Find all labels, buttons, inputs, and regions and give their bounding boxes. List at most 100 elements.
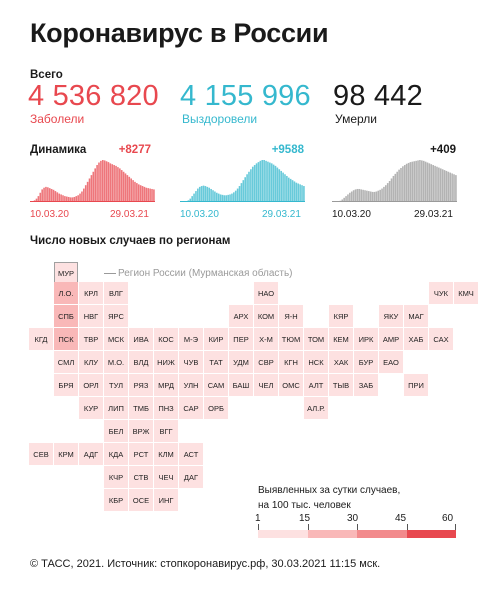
region-tile-ДАГ[interactable]: ДАГ bbox=[179, 466, 203, 488]
region-tile-ХАБ[interactable]: ХАБ bbox=[404, 328, 428, 350]
region-tile-ТЫВ[interactable]: ТЫВ bbox=[329, 374, 353, 396]
region-tile-КОМ[interactable]: КОМ bbox=[254, 305, 278, 327]
region-tile-ЧУВ[interactable]: ЧУВ bbox=[179, 351, 203, 373]
region-tile-МСК[interactable]: МСК bbox=[104, 328, 128, 350]
region-tile-ПНЗ[interactable]: ПНЗ bbox=[154, 397, 178, 419]
region-tile-ИНГ[interactable]: ИНГ bbox=[154, 489, 178, 511]
region-tile-КГД[interactable]: КГД bbox=[29, 328, 53, 350]
spark-bar bbox=[79, 193, 81, 202]
region-tile-МРД[interactable]: МРД bbox=[154, 374, 178, 396]
region-tile-ОРЛ[interactable]: ОРЛ bbox=[79, 374, 103, 396]
region-tile-ТВР[interactable]: ТВР bbox=[79, 328, 103, 350]
region-tile-САМ[interactable]: САМ bbox=[204, 374, 228, 396]
region-tile-М.О.[interactable]: М.О. bbox=[104, 351, 128, 373]
region-tile-Л.О.[interactable]: Л.О. bbox=[54, 282, 78, 304]
region-tile-АДГ[interactable]: АДГ bbox=[79, 443, 103, 465]
spark-bar bbox=[233, 192, 235, 202]
region-tile-РЯЗ[interactable]: РЯЗ bbox=[129, 374, 153, 396]
region-tile-КЕМ[interactable]: КЕМ bbox=[329, 328, 353, 350]
region-tile-НСК[interactable]: НСК bbox=[304, 351, 328, 373]
region-tile-ТАТ[interactable]: ТАТ bbox=[204, 351, 228, 373]
region-tile-КМЧ[interactable]: КМЧ bbox=[454, 282, 478, 304]
region-tile-КЛУ[interactable]: КЛУ bbox=[79, 351, 103, 373]
region-tile-БУР[interactable]: БУР bbox=[354, 351, 378, 373]
region-tile-ЧУК[interactable]: ЧУК bbox=[429, 282, 453, 304]
region-tile-УДМ[interactable]: УДМ bbox=[229, 351, 253, 373]
scale-tick-mark bbox=[407, 524, 408, 530]
region-tile-КГН[interactable]: КГН bbox=[279, 351, 303, 373]
region-tile-УЛН[interactable]: УЛН bbox=[179, 374, 203, 396]
region-tile-РСТ[interactable]: РСТ bbox=[129, 443, 153, 465]
spark-bar bbox=[240, 183, 243, 202]
region-tile-ТУЛ[interactable]: ТУЛ bbox=[104, 374, 128, 396]
region-tile-КУР[interactable]: КУР bbox=[79, 397, 103, 419]
region-tile-ОРБ[interactable]: ОРБ bbox=[204, 397, 228, 419]
region-tile-БРЯ[interactable]: БРЯ bbox=[54, 374, 78, 396]
region-tile-ВЛД[interactable]: ВЛД bbox=[129, 351, 153, 373]
scale-legend-line-1: Выявленных за сутки случаев, bbox=[258, 485, 401, 496]
region-tile-САХ[interactable]: САХ bbox=[429, 328, 453, 350]
recovered-total: 4 155 996 bbox=[180, 80, 311, 112]
spark-bar bbox=[153, 189, 155, 202]
region-tile-ЛИП[interactable]: ЛИП bbox=[104, 397, 128, 419]
region-tile-КИР[interactable]: КИР bbox=[204, 328, 228, 350]
region-tile-ОСЕ[interactable]: ОСЕ bbox=[129, 489, 153, 511]
region-tile-ХАК[interactable]: ХАК bbox=[329, 351, 353, 373]
region-tile-АСТ[interactable]: АСТ bbox=[179, 443, 203, 465]
spark-bar bbox=[453, 174, 455, 202]
region-tile-СВР[interactable]: СВР bbox=[254, 351, 278, 373]
region-tile-СТВ[interactable]: СТВ bbox=[129, 466, 153, 488]
region-tile-НИЖ[interactable]: НИЖ bbox=[154, 351, 178, 373]
region-tile-ТМБ[interactable]: ТМБ bbox=[129, 397, 153, 419]
region-tile-ВЛГ[interactable]: ВЛГ bbox=[104, 282, 128, 304]
region-tile-ОМС[interactable]: ОМС bbox=[279, 374, 303, 396]
spark-bar bbox=[139, 185, 142, 202]
region-tile-НВГ[interactable]: НВГ bbox=[79, 305, 103, 327]
spark-bar bbox=[345, 196, 347, 202]
region-tile-ТЮМ[interactable]: ТЮМ bbox=[279, 328, 303, 350]
spark-bar bbox=[439, 168, 442, 202]
region-tile-ЧЕЧ[interactable]: ЧЕЧ bbox=[154, 466, 178, 488]
region-tile-ПЕР[interactable]: ПЕР bbox=[229, 328, 253, 350]
region-tile-АЛ.Р.[interactable]: АЛ.Р. bbox=[304, 397, 328, 419]
spark-bar bbox=[445, 170, 448, 202]
region-tile-ВГГ[interactable]: ВГГ bbox=[154, 420, 178, 442]
region-tile-БАШ[interactable]: БАШ bbox=[229, 374, 253, 396]
region-tile-М-Э[interactable]: М-Э bbox=[179, 328, 203, 350]
region-tile-СЕВ[interactable]: СЕВ bbox=[29, 443, 53, 465]
region-tile-Я-Н[interactable]: Я-Н bbox=[279, 305, 303, 327]
region-tile-САР[interactable]: САР bbox=[179, 397, 203, 419]
region-tile-КБР[interactable]: КБР bbox=[104, 489, 128, 511]
region-tile-КРЛ[interactable]: КРЛ bbox=[79, 282, 103, 304]
region-tile-ПСК[interactable]: ПСК bbox=[54, 328, 78, 350]
region-tile-МАГ[interactable]: МАГ bbox=[404, 305, 428, 327]
region-tile-ИВА[interactable]: ИВА bbox=[129, 328, 153, 350]
region-tile-КЛМ[interactable]: КЛМ bbox=[154, 443, 178, 465]
spark-bar bbox=[360, 189, 363, 202]
region-tile-ЧЕЛ[interactable]: ЧЕЛ bbox=[254, 374, 278, 396]
region-tile-БЕЛ[interactable]: БЕЛ bbox=[104, 420, 128, 442]
region-tile-КОС[interactable]: КОС bbox=[154, 328, 178, 350]
region-tile-ЗАБ[interactable]: ЗАБ bbox=[354, 374, 378, 396]
region-tile-ИРК[interactable]: ИРК bbox=[354, 328, 378, 350]
region-tile-СПБ[interactable]: СПБ bbox=[54, 305, 78, 327]
region-tile-ТОМ[interactable]: ТОМ bbox=[304, 328, 328, 350]
region-tile-ЯРС[interactable]: ЯРС bbox=[104, 305, 128, 327]
region-tile-АЛТ[interactable]: АЛТ bbox=[304, 374, 328, 396]
spark-bar bbox=[407, 162, 410, 202]
region-tile-КЧР[interactable]: КЧР bbox=[104, 466, 128, 488]
region-tile-СМЛ[interactable]: СМЛ bbox=[54, 351, 78, 373]
region-tile-ЕАО[interactable]: ЕАО bbox=[379, 351, 403, 373]
scale-tick-mark bbox=[308, 524, 309, 530]
region-tile-АРХ[interactable]: АРХ bbox=[229, 305, 253, 327]
region-tile-ВРЖ[interactable]: ВРЖ bbox=[129, 420, 153, 442]
region-tile-МУР[interactable]: МУР bbox=[54, 262, 78, 284]
region-tile-ЯКУ[interactable]: ЯКУ bbox=[379, 305, 403, 327]
region-tile-Х-М[interactable]: Х-М bbox=[254, 328, 278, 350]
region-tile-ПРИ[interactable]: ПРИ bbox=[404, 374, 428, 396]
region-tile-КДА[interactable]: КДА bbox=[104, 443, 128, 465]
region-tile-АМР[interactable]: АМР bbox=[379, 328, 403, 350]
region-tile-НАО[interactable]: НАО bbox=[254, 282, 278, 304]
region-tile-КЯР[interactable]: КЯР bbox=[329, 305, 353, 327]
region-tile-КРМ[interactable]: КРМ bbox=[54, 443, 78, 465]
